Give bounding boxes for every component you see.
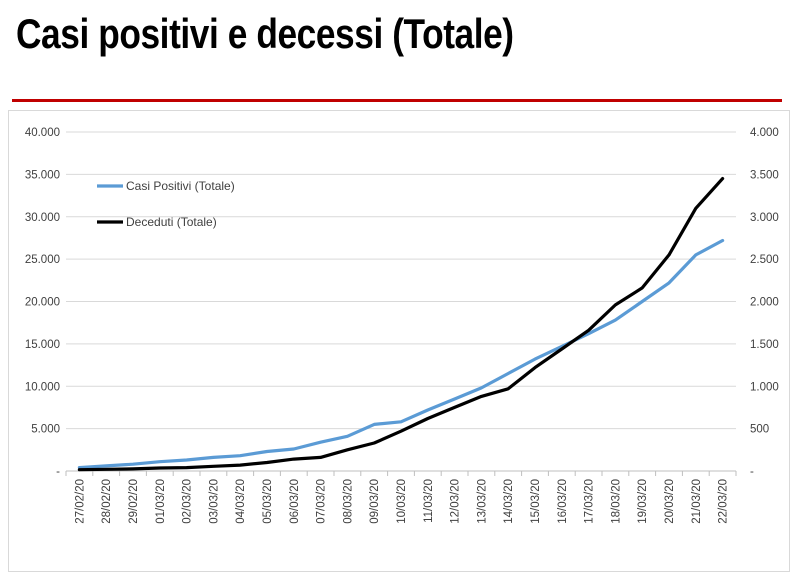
legend-label: Casi Positivi (Totale) xyxy=(126,179,235,193)
y-left-tick-label: 35.000 xyxy=(25,169,60,181)
legend-label: Deceduti (Totale) xyxy=(126,215,217,229)
y-left-tick-label: 25.000 xyxy=(25,254,60,266)
x-tick-label: 02/03/20 xyxy=(182,479,194,524)
x-tick-label: 04/03/20 xyxy=(235,479,247,524)
y-right-tick-label: 1.500 xyxy=(750,339,779,351)
title-rule xyxy=(12,99,782,102)
y-left-tick-label: 10.000 xyxy=(25,381,60,393)
x-tick-label: 12/03/20 xyxy=(450,479,462,524)
series-line-deceduti xyxy=(77,177,725,472)
y-left-tick-label: 20.000 xyxy=(25,297,60,309)
x-tick-label: 18/03/20 xyxy=(610,479,622,524)
y-left-tick-label: 30.000 xyxy=(25,212,60,224)
x-tick-label: 27/02/20 xyxy=(74,479,86,524)
x-tick-label: 22/03/20 xyxy=(718,479,730,524)
series-line-casi-positivi xyxy=(77,238,725,470)
x-tick-label: 21/03/20 xyxy=(691,479,703,524)
y-left-tick-label: 5.000 xyxy=(31,424,60,436)
y-right-tick-label: 500 xyxy=(750,424,769,436)
x-tick-label: 19/03/20 xyxy=(637,479,649,524)
y-right-tick-label: 2.500 xyxy=(750,254,779,266)
x-tick-label: 28/02/20 xyxy=(101,479,113,524)
x-tick-label: 20/03/20 xyxy=(664,479,676,524)
y-left-tick-label: 15.000 xyxy=(25,339,60,351)
y-right-tick-label: 4.000 xyxy=(750,127,779,139)
x-tick-label: 15/03/20 xyxy=(530,479,542,524)
x-tick-label: 08/03/20 xyxy=(342,479,354,524)
x-tick-label: 07/03/20 xyxy=(316,479,328,524)
x-tick-label: 09/03/20 xyxy=(369,479,381,524)
page-title: Casi positivi e decessi (Totale) xyxy=(16,10,514,57)
x-tick-label: 13/03/20 xyxy=(476,479,488,524)
y-right-tick-label: - xyxy=(750,466,754,478)
x-tick-label: 05/03/20 xyxy=(262,479,274,524)
x-tick-label: 01/03/20 xyxy=(155,479,167,524)
x-tick-label: 10/03/20 xyxy=(396,479,408,524)
x-tick-label: 03/03/20 xyxy=(208,479,220,524)
x-tick-label: 17/03/20 xyxy=(584,479,596,524)
y-left-tick-label: 40.000 xyxy=(25,127,60,139)
chart-frame xyxy=(8,110,790,572)
y-right-tick-label: 3.500 xyxy=(750,169,779,181)
y-right-tick-label: 1.000 xyxy=(750,381,779,393)
y-left-tick-label: - xyxy=(56,466,60,478)
x-tick-label: 16/03/20 xyxy=(557,479,569,524)
y-right-tick-label: 3.000 xyxy=(750,212,779,224)
x-tick-label: 11/03/20 xyxy=(423,479,435,523)
x-tick-label: 14/03/20 xyxy=(503,479,515,524)
x-tick-label: 06/03/20 xyxy=(289,479,301,524)
y-right-tick-label: 2.000 xyxy=(750,297,779,309)
x-tick-label: 29/02/20 xyxy=(128,479,140,524)
